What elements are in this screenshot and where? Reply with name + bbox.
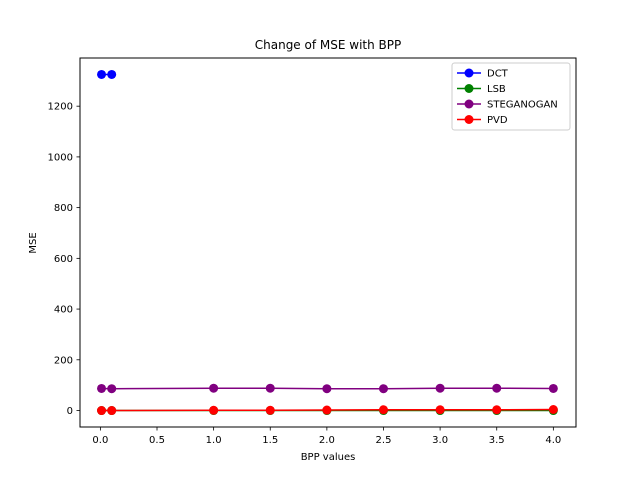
x-tick-label: 2.5 xyxy=(376,435,392,446)
data-point-steganogan xyxy=(492,383,502,393)
data-point-dct xyxy=(97,69,107,79)
x-tick-label: 3.5 xyxy=(489,435,505,446)
x-tick-label: 3.0 xyxy=(432,435,448,446)
data-point-pvd xyxy=(492,405,502,415)
series-dct xyxy=(97,69,117,79)
data-point-pvd xyxy=(322,405,332,415)
data-point-steganogan xyxy=(378,384,388,394)
data-point-pvd xyxy=(378,405,388,415)
legend-item-dct: DCT xyxy=(457,68,509,80)
legend-marker xyxy=(464,68,474,78)
x-tick-label: 1.0 xyxy=(206,435,222,446)
legend-marker xyxy=(464,115,474,124)
y-tick-label: 0 xyxy=(67,406,73,417)
legend-marker xyxy=(464,84,474,93)
plot-frame xyxy=(79,57,577,428)
series-pvd xyxy=(97,405,558,416)
data-point-steganogan xyxy=(265,383,275,393)
x-tick-label: 2.0 xyxy=(319,435,335,446)
data-point-steganogan xyxy=(209,383,219,393)
x-tick-label: 0.0 xyxy=(92,435,108,446)
chart-title: Change of MSE with BPP xyxy=(255,38,401,52)
data-point-pvd xyxy=(548,405,558,414)
plot-area xyxy=(97,69,558,416)
x-axis-label: BPP values xyxy=(301,452,356,463)
y-tick-label: 1000 xyxy=(48,152,73,163)
legend-item-lsb: LSB xyxy=(457,84,506,95)
data-point-pvd xyxy=(97,406,107,416)
legend: DCT LSB STEGANOGAN PVD xyxy=(451,62,571,131)
data-point-steganogan xyxy=(97,383,107,393)
data-point-steganogan xyxy=(107,384,117,394)
data-point-steganogan xyxy=(322,384,332,394)
data-point-pvd xyxy=(107,406,117,416)
data-point-steganogan xyxy=(548,383,558,393)
legend-label: LSB xyxy=(487,84,506,95)
legend-item-pvd: PVD xyxy=(457,115,508,126)
legend-label: STEGANOGAN xyxy=(487,100,558,111)
x-tick-label: 4.0 xyxy=(545,435,561,446)
y-axis-label: MSE xyxy=(28,232,39,253)
x-tick-label: 0.5 xyxy=(149,435,165,446)
data-point-pvd xyxy=(435,405,445,415)
y-tick-label: 400 xyxy=(54,305,73,316)
data-point-dct xyxy=(107,69,117,79)
y-tick-label: 1200 xyxy=(48,102,73,113)
series-steganogan xyxy=(97,383,558,394)
legend-label: PVD xyxy=(487,115,508,126)
legend-box xyxy=(451,62,571,131)
y-tick-label: 200 xyxy=(54,355,73,366)
legend-item-steganogan: STEGANOGAN xyxy=(457,99,558,111)
data-point-pvd xyxy=(209,405,219,415)
y-tick-label: 600 xyxy=(54,254,73,265)
data-point-steganogan xyxy=(435,383,445,393)
y-tick-label: 800 xyxy=(54,203,73,214)
legend-marker xyxy=(464,99,474,109)
x-tick-label: 1.5 xyxy=(262,435,278,446)
x-axis: 0.0 0.5 1.0 1.5 2.0 2.5 3.0 3.5 4.0 xyxy=(92,427,561,446)
y-axis: 0 200 400 600 800 1000 1200 xyxy=(48,102,80,417)
data-point-pvd xyxy=(265,405,275,415)
legend-label: DCT xyxy=(487,69,509,80)
